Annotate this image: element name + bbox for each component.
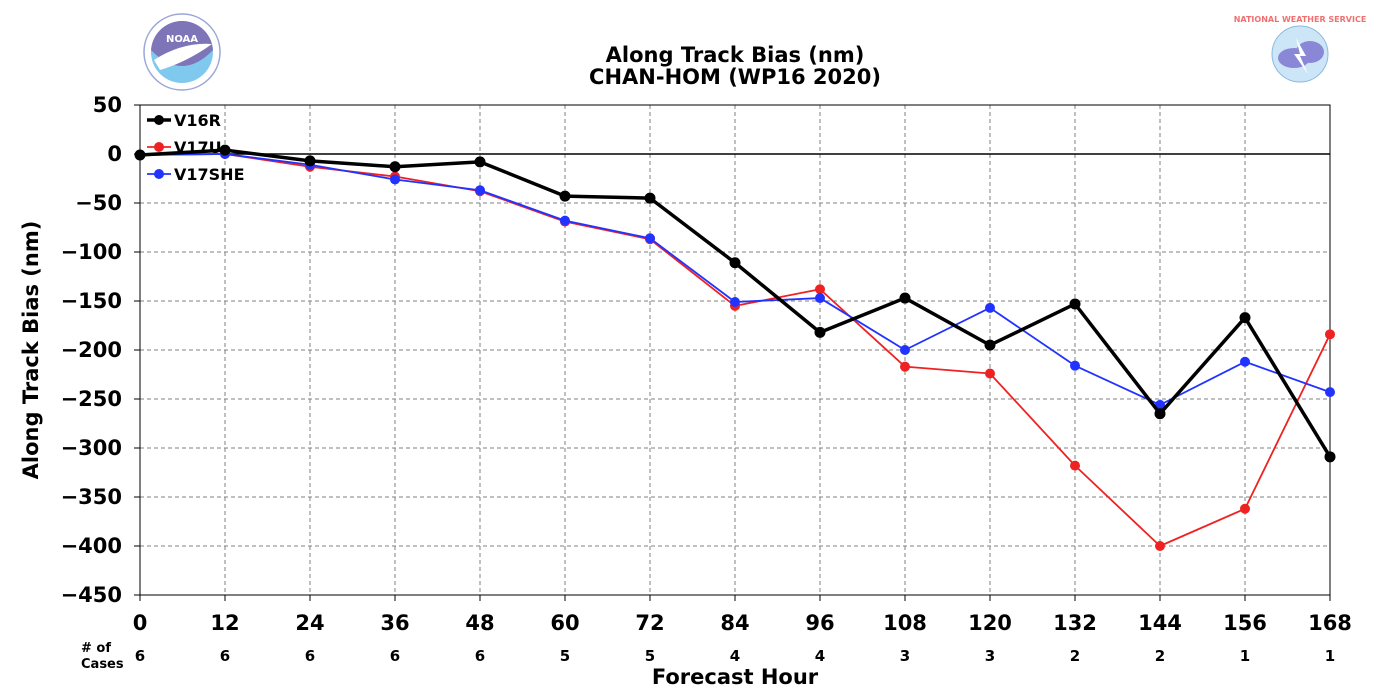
data-point-v16r — [474, 156, 486, 168]
y-tick-label: 50 — [93, 93, 122, 117]
data-point-v17she — [1325, 387, 1335, 398]
y-tick-label: −250 — [61, 387, 122, 411]
data-point-v17she — [815, 293, 825, 304]
case-count: 5 — [560, 647, 570, 665]
case-count: 6 — [475, 647, 485, 665]
case-count: 2 — [1155, 647, 1165, 665]
legend-label-v17she: V17SHE — [174, 165, 245, 184]
data-point-v16r — [559, 190, 571, 202]
noaa-logo-text: NOAA — [166, 34, 198, 45]
case-count: 1 — [1325, 647, 1335, 665]
data-point-v17she — [390, 174, 400, 185]
case-count: 3 — [985, 647, 995, 665]
data-point-v17she — [1240, 356, 1250, 367]
data-point-v16r — [389, 161, 401, 173]
case-count: 1 — [1240, 647, 1250, 665]
x-tick-label: 120 — [968, 611, 1012, 635]
x-tick-label: 132 — [1053, 611, 1097, 635]
y-tick-label: −100 — [61, 240, 122, 264]
y-tick-label: −300 — [61, 436, 122, 460]
data-point-v17she — [730, 296, 740, 307]
y-axis-label: Along Track Bias (nm) — [19, 221, 43, 480]
x-tick-label: 108 — [883, 611, 927, 635]
y-tick-label: −450 — [61, 583, 122, 607]
y-tick-label: −200 — [61, 338, 122, 362]
x-tick-label: 0 — [133, 611, 148, 635]
x-tick-label: 48 — [465, 611, 494, 635]
x-tick-label: 168 — [1308, 611, 1352, 635]
data-point-v16r — [899, 292, 911, 304]
plot-area: 50 0 −50 −100 −150 −200 −250 −300 −350 −400 −450 0 6… — [61, 93, 1352, 665]
data-point-v17she — [1155, 399, 1165, 410]
case-count: 2 — [1070, 647, 1080, 665]
y-tick-label: −400 — [61, 534, 122, 558]
data-point-v16r — [814, 326, 826, 338]
data-point-v17u — [985, 368, 995, 379]
data-point-v16r — [1069, 298, 1081, 310]
x-tick-label: 84 — [720, 611, 749, 635]
case-count: 6 — [220, 647, 230, 665]
chart-title: Along Track Bias (nm) — [606, 43, 865, 67]
y-tick-label: −350 — [61, 485, 122, 509]
case-count: 4 — [815, 647, 825, 665]
data-point-v17she — [560, 215, 570, 226]
data-point-v17u — [1325, 329, 1335, 340]
x-tick-label: 144 — [1138, 611, 1182, 635]
data-point-v16r — [1239, 312, 1251, 324]
data-point-v16r — [729, 257, 741, 269]
case-count: 6 — [135, 647, 145, 665]
x-axis-label: Forecast Hour — [652, 665, 819, 689]
data-point-v17she — [475, 185, 485, 196]
data-point-v16r — [219, 144, 231, 156]
data-point-v17she — [1070, 360, 1080, 371]
data-point-v16r — [134, 149, 146, 161]
data-point-v16r — [304, 155, 316, 167]
data-point-v17she — [985, 302, 995, 313]
x-tick-label: 72 — [635, 611, 664, 635]
data-point-v17u — [1240, 503, 1250, 514]
data-point-v17u — [900, 361, 910, 372]
nws-logo: NATIONAL WEATHER SERVICE — [1234, 15, 1367, 92]
data-point-v17she — [900, 345, 910, 355]
noaa-logo: NOAA — [143, 13, 221, 91]
legend-marker-v17u — [154, 142, 164, 152]
cases-label-line2: Cases — [81, 657, 124, 672]
case-count: 4 — [730, 647, 740, 665]
chart-subtitle: CHAN-HOM (WP16 2020) — [589, 65, 881, 89]
data-point-v17u — [815, 284, 825, 295]
legend-marker-v17she — [154, 169, 164, 179]
y-tick-label: 0 — [107, 142, 122, 166]
y-tick-label: −150 — [61, 289, 122, 313]
data-point-v17u — [1070, 460, 1080, 471]
x-tick-label: 12 — [210, 611, 239, 635]
case-count: 3 — [900, 647, 910, 665]
data-point-v16r — [984, 339, 996, 351]
case-count: 6 — [390, 647, 400, 665]
x-tick-label: 24 — [295, 611, 324, 635]
case-count: 5 — [645, 647, 655, 665]
y-tick-label: −50 — [75, 191, 122, 215]
data-point-v16r — [1324, 451, 1336, 463]
x-tick-label: 60 — [550, 611, 579, 635]
x-tick-label: 96 — [805, 611, 834, 635]
x-tick-label: 36 — [380, 611, 409, 635]
data-point-v16r — [644, 192, 656, 204]
legend-marker-v16r — [154, 115, 164, 125]
x-tick-label: 156 — [1223, 611, 1267, 635]
data-point-v17she — [645, 233, 655, 244]
nws-ring-text-decoration: NATIONAL WEATHER SERVICE — [1234, 15, 1367, 24]
legend-label-v16r: V16R — [174, 111, 221, 130]
cases-label-line1: # of — [81, 641, 111, 656]
data-point-v16r — [1154, 408, 1166, 420]
legend-label-v17u: V17U — [174, 138, 222, 157]
data-point-v17u — [1155, 541, 1165, 551]
case-count: 6 — [305, 647, 315, 665]
